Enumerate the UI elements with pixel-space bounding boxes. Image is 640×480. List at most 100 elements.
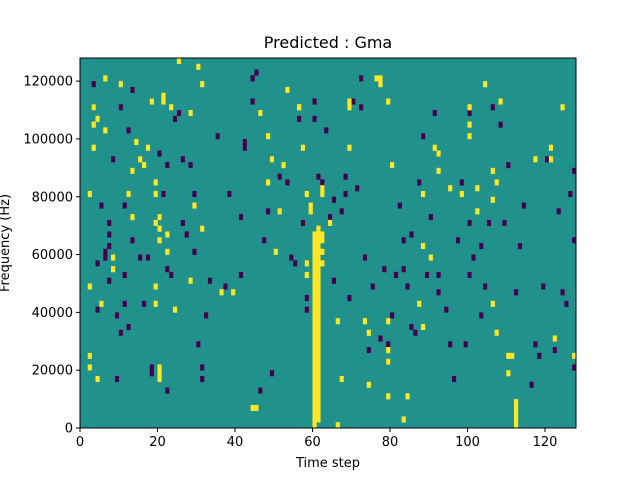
heatmap-cell-low: [351, 98, 356, 105]
heatmap-cell-low: [378, 335, 383, 342]
heatmap-cell-low: [529, 381, 534, 388]
heatmap-cell-high: [432, 144, 437, 151]
heatmap-cell-low: [448, 341, 453, 348]
heatmap-cell-low: [390, 312, 395, 319]
heatmap-cell-high: [467, 121, 472, 128]
x-tick-label: 20: [149, 435, 166, 450]
heatmap-cell-low: [266, 208, 271, 215]
heatmap-cell-high: [490, 196, 495, 203]
heatmap-cell-low: [91, 81, 96, 88]
y-tick-label: 60000: [32, 248, 73, 263]
heatmap-cell-low: [324, 127, 329, 134]
heatmap-cell-low: [180, 219, 185, 226]
heatmap-cell-high: [475, 208, 480, 215]
heatmap-cell-low: [343, 173, 348, 180]
heatmap-cell-high: [312, 399, 317, 406]
heatmap-cell-high: [498, 98, 503, 105]
heatmap-cell-low: [517, 243, 523, 250]
heatmap-cell-high: [192, 202, 197, 209]
heatmap-cell-high: [378, 81, 383, 88]
heatmap-cell-high: [390, 162, 395, 169]
heatmap-cell-high: [312, 306, 317, 313]
heatmap-cell-high: [111, 254, 116, 261]
heatmap-cell-high: [312, 243, 317, 250]
x-tick-label: 100: [455, 435, 480, 450]
heatmap-cell-low: [556, 208, 561, 215]
heatmap-cell-high: [312, 323, 317, 331]
heatmap-cell-low: [444, 306, 449, 313]
heatmap-cell-high: [316, 335, 321, 342]
heatmap-cell-high: [467, 133, 472, 140]
heatmap-cell-low: [483, 283, 488, 290]
heatmap-cell-low: [103, 254, 108, 261]
heatmap-cell-low: [432, 110, 437, 117]
heatmap-cell-low: [169, 271, 174, 278]
heatmap-cell-low: [479, 312, 484, 319]
heatmap-cell-low: [130, 237, 135, 244]
heatmap-cell-high: [339, 375, 344, 383]
heatmap-cell-high: [316, 410, 321, 417]
heatmap-cell-high: [91, 104, 96, 111]
heatmap-cell-low: [157, 150, 162, 157]
heatmap-cell-low: [362, 254, 368, 261]
heatmap-cell-low: [428, 214, 433, 221]
heatmap-cell-high: [362, 318, 368, 325]
heatmap-cell-high: [386, 393, 391, 400]
heatmap-cell-high: [200, 225, 205, 232]
heatmap-cell-low: [347, 295, 352, 302]
heatmap-cell-low: [467, 110, 472, 117]
heatmap-cell-high: [87, 352, 92, 359]
heatmap-cell-low: [382, 266, 387, 273]
heatmap-cell-low: [514, 289, 519, 296]
heatmap-cell-high: [417, 300, 422, 307]
heatmap-cell-low: [409, 231, 414, 238]
heatmap-cell-high: [312, 231, 317, 238]
heatmap-cell-low: [149, 364, 154, 371]
heatmap-cell-high: [254, 404, 259, 411]
heatmap-cell-low: [122, 300, 127, 307]
heatmap-cell-high: [87, 364, 92, 371]
heatmap-cell-high: [428, 254, 433, 261]
heatmap-cell-low: [490, 104, 495, 111]
heatmap-cell-high: [378, 75, 383, 82]
heatmap-cell-high: [386, 318, 391, 325]
heatmap-cell-high: [401, 416, 406, 423]
heatmap-cell-high: [111, 266, 116, 273]
heatmap-cell-high: [285, 86, 290, 93]
heatmap-cell-high: [297, 104, 302, 111]
y-tick-label: 80000: [32, 190, 73, 205]
heatmap-cell-low: [479, 243, 484, 250]
heatmap-cell-high: [320, 248, 325, 255]
heatmap-cell-high: [130, 167, 135, 174]
heatmap-cell-high: [548, 144, 554, 151]
heatmap-cell-high: [316, 283, 321, 290]
heatmap-cell-low: [118, 329, 123, 336]
heatmap-cell-high: [312, 260, 317, 267]
heatmap-cell-low: [467, 219, 472, 226]
heatmap-cell-high: [316, 404, 321, 411]
x-tick-label: 120: [533, 435, 558, 450]
heatmap-cell-high: [312, 289, 317, 296]
heatmap-cell-high: [366, 329, 371, 336]
heatmap-cell-low: [107, 277, 112, 284]
heatmap-cell-low: [227, 190, 232, 198]
heatmap-cell-high: [312, 370, 317, 377]
heatmap-cell-high: [153, 219, 158, 226]
heatmap-cell-low: [173, 115, 178, 122]
heatmap-cell-low: [304, 306, 309, 313]
heatmap-cell-high: [312, 237, 317, 244]
heatmap-cell-high: [91, 144, 96, 151]
heatmap-cell-high: [548, 156, 554, 163]
heatmap-cell-high: [161, 98, 166, 105]
heatmap-cell-high: [374, 75, 379, 82]
heatmap-cell-high: [91, 121, 96, 128]
y-tick-label: 120000: [23, 75, 73, 90]
heatmap-cell-low: [436, 289, 441, 296]
heatmap-cell-low: [196, 341, 201, 348]
heatmap-cell-low: [200, 375, 205, 383]
heatmap-cell-high: [316, 358, 321, 365]
heatmap-cell-high: [335, 422, 340, 429]
heatmap-cell-high: [281, 162, 286, 169]
heatmap-cell-high: [533, 156, 538, 163]
heatmap-cell-low: [572, 364, 577, 371]
